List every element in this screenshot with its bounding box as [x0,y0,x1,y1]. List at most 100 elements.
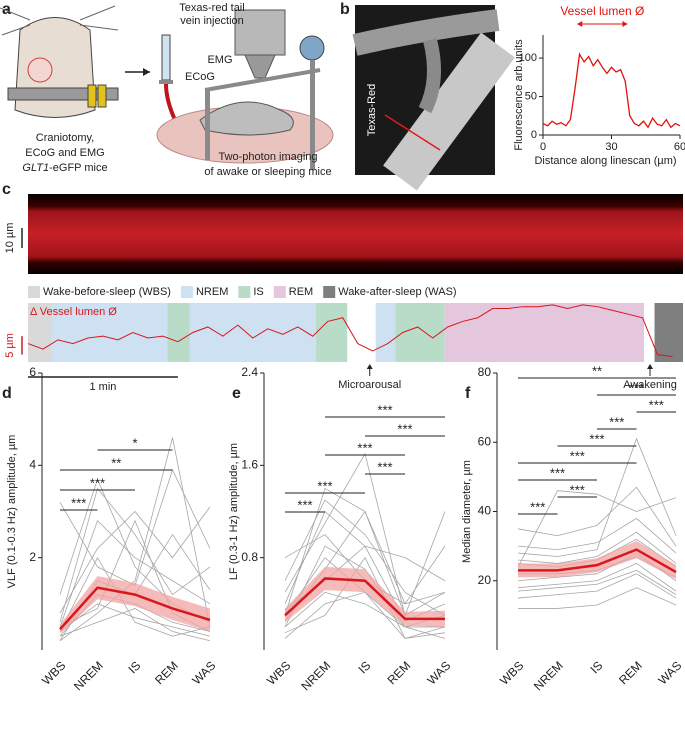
ecog-label: ECoG [185,71,215,83]
subject-line [284,452,446,617]
x-tick-label: REM [152,658,181,687]
profile-line [542,52,681,129]
x-tick-label: WAS [655,658,684,687]
subject-line [59,608,211,642]
significance-label: *** [589,431,604,446]
legend-label: NREM [196,286,228,298]
subject-line [284,556,446,639]
x-tick-label: WBS [497,658,526,687]
trace [27,304,673,357]
y-axis-label: VLF (0.1-0.3 Hz) amplitude, µm [6,435,18,589]
caption: of awake or sleeping mice [204,166,331,178]
significance-label: *** [90,475,105,490]
legend-swatch [238,286,251,298]
significance-label: *** [377,402,392,417]
x-tick-label: NREM [298,658,333,693]
caption: ECoG and EMG [25,147,104,159]
caption: GLT1-eGFP mice [22,162,107,174]
significance-label: *** [357,440,372,455]
legend-label: Wake-before-sleep (WBS) [43,286,171,298]
mouse-illustration [0,5,334,170]
subject-line [284,591,445,628]
subject-line [517,531,677,564]
panel-label: b [340,1,350,18]
x-tick-label: WAS [189,658,218,687]
mean-line [518,548,677,574]
subject-line [59,520,211,628]
x-tick-label: IS [125,658,143,676]
panel-label: d [2,385,12,402]
x-tick-label: NREM [71,658,106,693]
x-axis-label: Distance along linescan (µm) [534,155,676,167]
subject-line [284,499,446,616]
annotation: Microarousal [338,379,401,391]
subject-line [59,468,211,586]
subject-line [517,486,677,547]
subject-line [517,573,677,599]
legend-label: IS [253,286,263,298]
y-tick-label: 0 [531,129,537,141]
state-band [51,303,168,362]
state-band [315,303,348,362]
significance-label: *** [377,459,392,474]
legend-label: REM [289,286,313,298]
x-tick-label: REM [385,658,414,687]
significance-label: ** [592,363,602,378]
image-label: Texas-Red [366,84,378,137]
axis [542,35,680,136]
arrow-head [366,364,373,369]
significance-label: ** [111,455,121,470]
y-tick-label: 2.4 [241,365,258,379]
subject-line [59,487,211,623]
emg-label: EMG [207,54,232,66]
ci-band [60,576,210,634]
y-axis-label: Fluorescence arb.units [513,39,525,151]
y-tick-label: 6 [29,365,36,379]
subject-line [518,587,677,609]
caption: Two-photon imaging [218,151,317,163]
kymograph [28,194,683,274]
significance-label: *** [649,397,664,412]
subject-line [517,490,677,568]
annotation: Awakening [623,379,677,391]
y-tick-label: 50 [525,90,537,102]
injection-label: vein injection [180,15,244,27]
y-tick-label: 2 [29,550,36,564]
annotation: Vessel lumen Ø [560,4,644,18]
panel-label: a [2,1,11,18]
significance-label: * [132,435,137,450]
y-tick-label: 0.8 [241,550,258,564]
panel-label: c [2,181,11,198]
injection-label: Texas-red tail [179,2,244,14]
y-axis-label: LF (0.3-1 Hz) amplitude, µm [228,443,240,580]
significance-label: *** [570,482,585,497]
significance-label: *** [570,448,585,463]
x-tick-label: WBS [264,658,293,687]
mean-line [284,577,445,621]
subject-line [517,517,677,554]
subject-line [59,437,211,642]
legend-swatch [323,286,336,298]
scale-label: 1 min [89,381,116,393]
x-tick-label: IS [355,658,373,676]
significance-label: *** [397,421,412,436]
scale-label: 10 µm [4,223,16,254]
y-axis-label: Δ Vessel lumen Ø [30,306,117,318]
y-tick-label: 100 [519,52,537,64]
legend-swatch [180,286,193,298]
y-tick-label: 40 [478,504,492,518]
y-tick-label: 1.6 [241,458,258,472]
scale-label: 5 µm [4,333,16,358]
caption: Craniotomy, [36,132,94,144]
gene-name: GLT1 [22,162,49,174]
y-tick-label: 4 [29,458,36,472]
state-band [654,303,683,362]
subject-line [59,556,211,637]
significance-label: *** [71,495,86,510]
legend-label: Wake-after-sleep (WAS) [338,286,456,298]
state-band [189,303,316,362]
significance-label: *** [609,414,624,429]
x-tick-label: WBS [39,658,68,687]
subject-line [284,557,446,639]
